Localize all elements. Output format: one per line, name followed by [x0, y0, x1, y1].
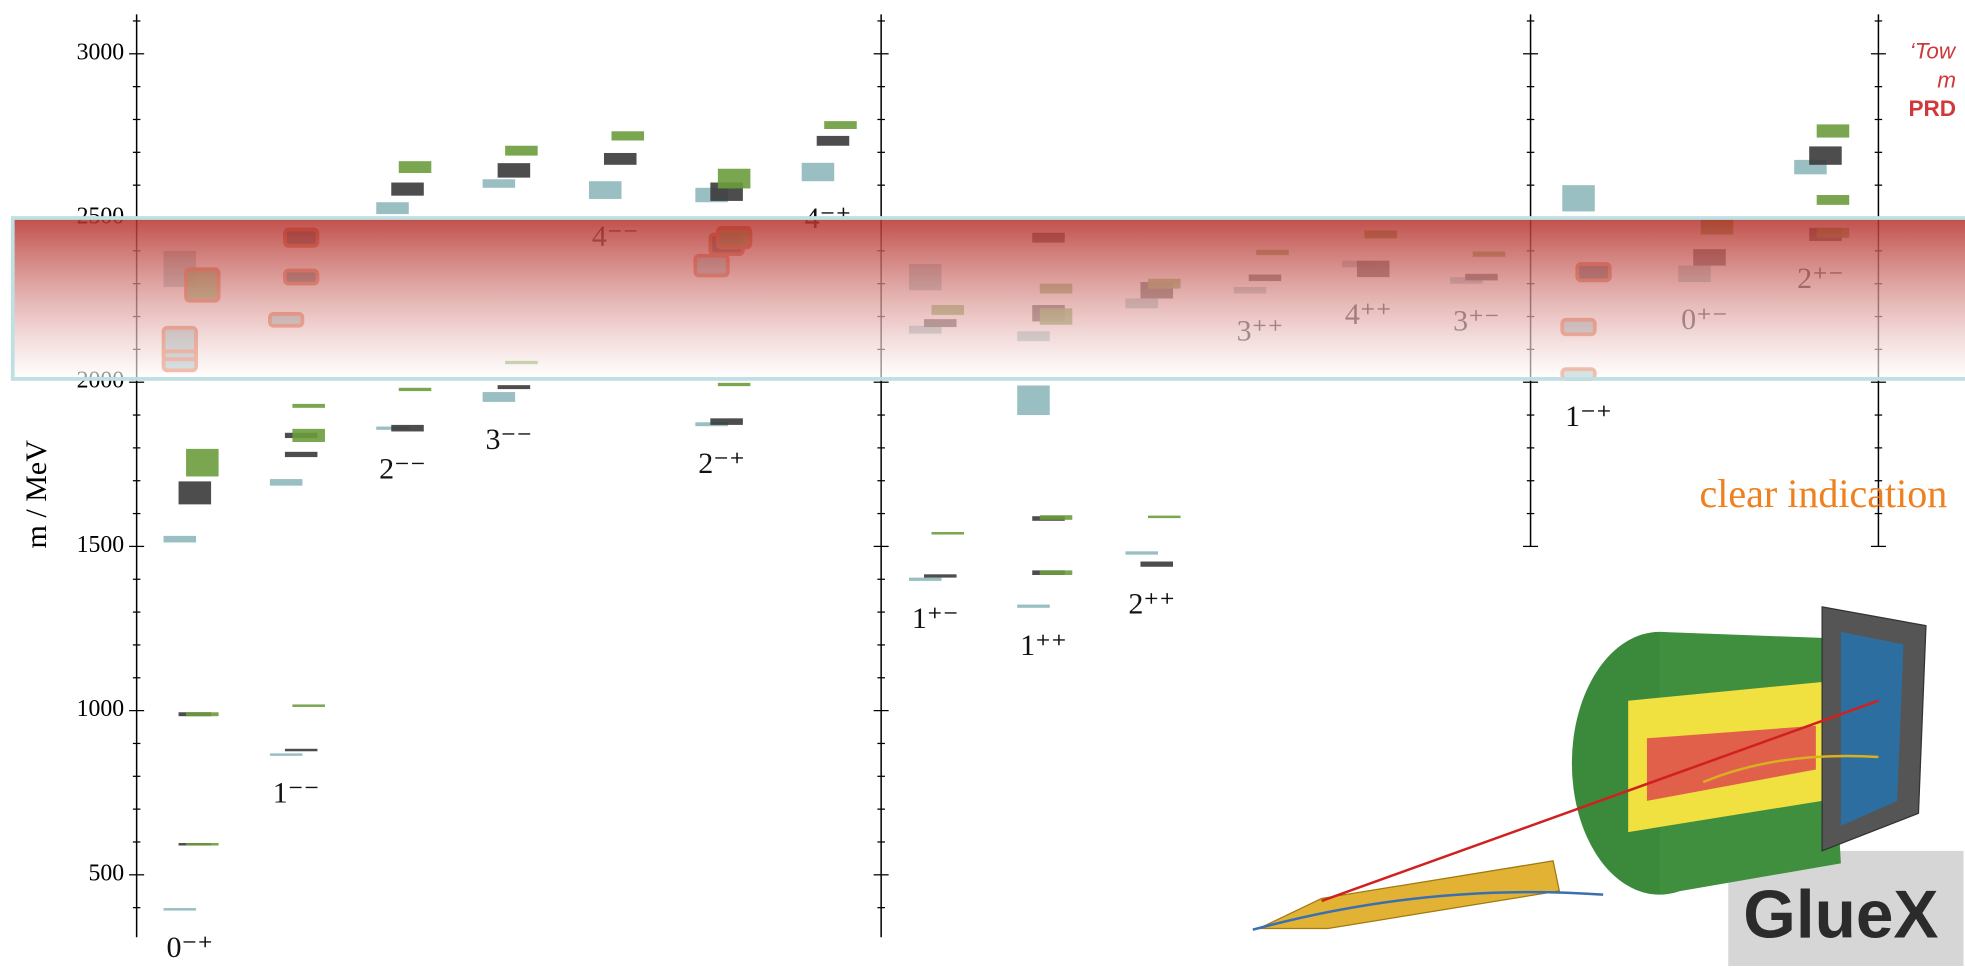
mass-box — [292, 428, 325, 442]
mass-box — [186, 843, 219, 846]
y-tick-label: 1000 — [77, 696, 125, 722]
mass-box — [497, 163, 531, 178]
reference-text: m — [1937, 67, 1956, 92]
y-tick-label: 1500 — [77, 532, 125, 558]
mass-box — [717, 168, 751, 189]
mass-box — [717, 382, 751, 387]
mass-box — [505, 145, 538, 156]
mass-box — [497, 385, 531, 390]
mass-box — [1017, 604, 1050, 608]
note-text: clear indication — [1699, 471, 1947, 516]
y-tick-label: 3000 — [77, 39, 125, 65]
mass-box — [710, 418, 743, 425]
reference-text: ‘Tow — [1910, 39, 1957, 64]
mass-box — [178, 481, 212, 505]
track — [1702, 754, 1879, 784]
column-label: 3⁻⁻ — [486, 423, 533, 456]
mass-box — [292, 403, 325, 408]
mass-box — [391, 424, 424, 432]
mass-box — [284, 451, 318, 458]
mass-box — [376, 202, 409, 215]
mass-box — [186, 448, 219, 477]
fcal — [1840, 631, 1904, 826]
mass-box — [1816, 195, 1850, 205]
mass-box — [1039, 515, 1073, 520]
mass-box — [1140, 561, 1174, 567]
mass-box — [1147, 515, 1181, 519]
mass-box — [391, 182, 424, 196]
column-label: 0⁻⁺ — [166, 931, 213, 964]
mass-box — [908, 577, 942, 581]
y-axis-label: m / MeV — [20, 440, 53, 549]
mass-box — [1816, 124, 1850, 138]
mass-box — [1125, 551, 1158, 555]
highlight-band — [10, 216, 1965, 381]
mass-box — [398, 161, 432, 174]
column-label: 2⁻⁻ — [379, 452, 426, 485]
mass-box — [482, 179, 516, 188]
mass-box — [931, 532, 965, 535]
beam — [1252, 890, 1604, 931]
mass-box — [1039, 570, 1073, 575]
column-label: 2⁻⁺ — [698, 447, 745, 480]
mass-box — [816, 135, 850, 146]
mass-box — [269, 753, 303, 756]
mass-box — [611, 131, 645, 141]
mass-box — [824, 121, 857, 130]
logo-text: GlueX — [1743, 878, 1938, 953]
column-label: 1⁺⁺ — [1020, 629, 1067, 662]
mass-box — [1017, 385, 1050, 416]
mass-box — [284, 748, 318, 752]
column-label: 1⁻⁺ — [1565, 400, 1612, 433]
track — [1321, 699, 1879, 903]
mass-box — [603, 152, 637, 165]
mass-box — [163, 908, 197, 911]
plot: 500100015002000250030000⁻⁺1⁻⁻2⁻⁻3⁻⁻4⁻⁻2⁻… — [10, 14, 1965, 964]
mass-box — [398, 387, 432, 392]
mass-box — [1562, 185, 1595, 212]
mass-box — [924, 574, 957, 578]
column-label: 1⁻⁻ — [273, 777, 320, 810]
reference-text: PRD — [1908, 96, 1956, 121]
column-label: 2⁺⁺ — [1128, 588, 1175, 621]
mass-box — [1809, 146, 1842, 165]
detector-illustration: GlueX — [1252, 606, 1964, 966]
mass-box — [292, 704, 325, 707]
column-label: 1⁺⁻ — [912, 602, 959, 635]
mass-box — [163, 535, 197, 543]
mass-box — [186, 712, 219, 717]
mass-box — [269, 479, 303, 486]
mass-box — [801, 162, 835, 182]
mass-box — [588, 181, 622, 199]
y-tick-label: 500 — [88, 860, 124, 886]
mass-box — [482, 392, 516, 402]
inner-detector — [1646, 725, 1816, 801]
